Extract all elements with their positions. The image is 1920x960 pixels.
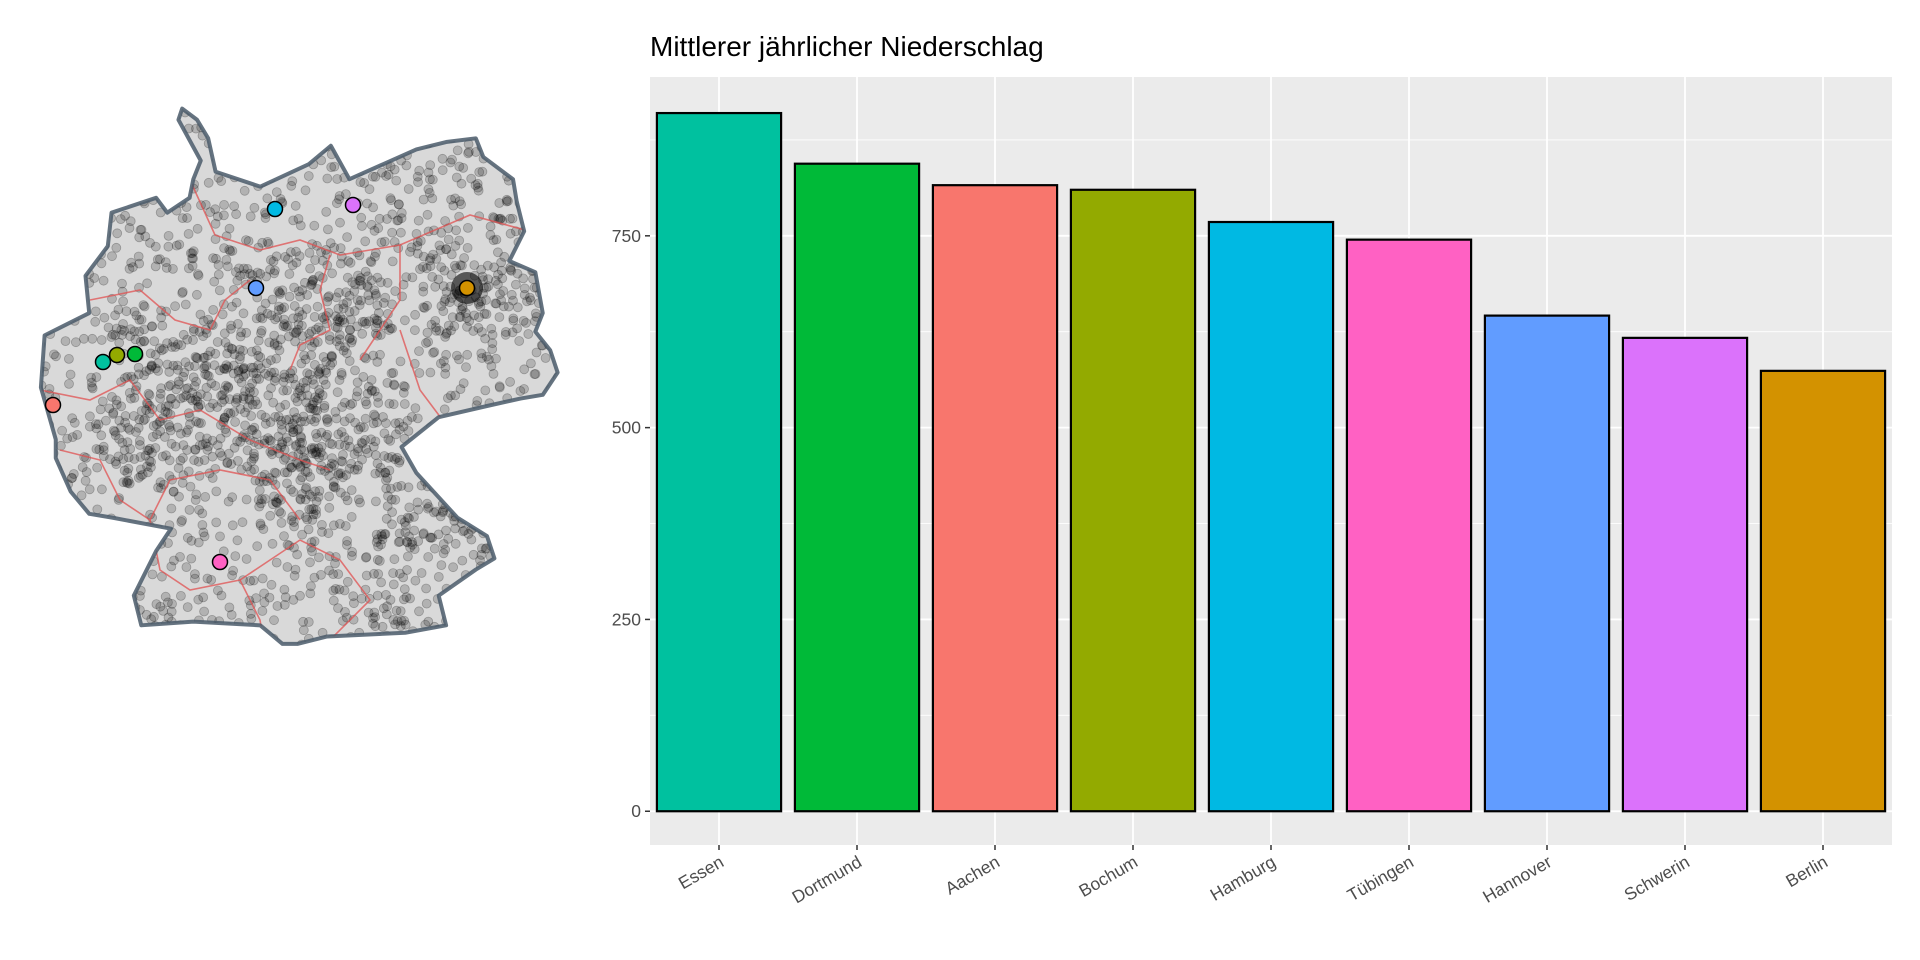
y-tick-label: 0 xyxy=(631,801,641,821)
city-marker-hannover xyxy=(247,279,265,297)
state-border xyxy=(89,279,251,331)
city-marker-hamburg xyxy=(266,200,284,218)
germany-area xyxy=(40,108,558,644)
city-marker-bochum xyxy=(108,346,126,364)
bar-berlin xyxy=(1759,369,1887,813)
x-tick-label: Dortmund xyxy=(788,852,865,908)
x-tick-label: Schwerin xyxy=(1621,852,1693,905)
x-tick-label: Berlin xyxy=(1782,852,1831,892)
bars xyxy=(655,111,1887,813)
state-border xyxy=(40,378,331,471)
city-marker-essen xyxy=(94,353,112,371)
y-tick-label: 250 xyxy=(612,609,641,629)
x-tick-label: Aachen xyxy=(942,852,1003,899)
city-marker-schwerin xyxy=(344,196,362,214)
x-axis: Essen Dortmund Aachen Bochum Hamburg Tübingen… xyxy=(675,845,1831,907)
bar-bochum xyxy=(1069,188,1197,813)
state-border xyxy=(59,449,301,522)
bar-hamburg xyxy=(1207,220,1335,813)
x-tick-label: Hannover xyxy=(1479,851,1555,906)
chart-title: Mittlerer jährlicher Niederschlag xyxy=(650,31,1044,62)
state-border xyxy=(189,179,526,256)
bar-schwerin xyxy=(1621,336,1749,813)
bar-dortmund xyxy=(793,162,921,813)
y-tick-label: 750 xyxy=(612,226,641,246)
germany-outline xyxy=(38,106,560,646)
bar-tübingen xyxy=(1345,238,1473,813)
y-tick-label: 500 xyxy=(612,418,641,438)
bar-aachen xyxy=(931,184,1059,813)
bar-hannover xyxy=(1483,314,1611,813)
germany-station-map xyxy=(38,106,560,646)
state-border xyxy=(359,245,401,361)
x-tick-label: Hamburg xyxy=(1207,852,1279,905)
city-marker-dortmund xyxy=(126,345,144,363)
city-marker-berlin xyxy=(458,279,476,297)
x-tick-label: Tübingen xyxy=(1344,852,1417,906)
x-tick-label: Bochum xyxy=(1075,852,1141,901)
city-marker-tübingen xyxy=(211,553,229,571)
state-border xyxy=(239,539,372,641)
bar-essen xyxy=(655,111,783,813)
x-tick-label: Essen xyxy=(675,852,727,894)
y-axis: 0 250 500 750 xyxy=(612,226,650,821)
city-markers xyxy=(44,196,483,571)
state-border xyxy=(289,254,331,371)
city-marker-aachen xyxy=(44,396,62,414)
